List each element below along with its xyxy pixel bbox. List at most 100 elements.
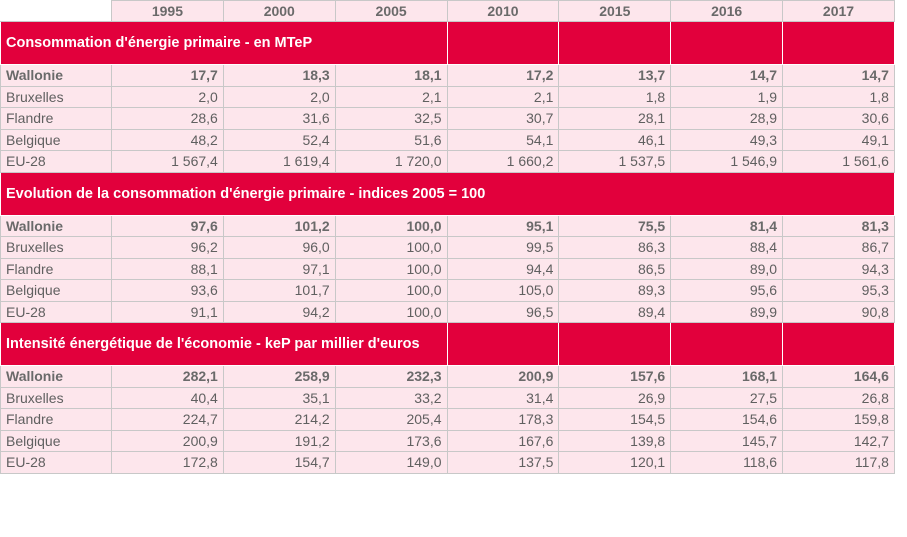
value-cell: 105,0	[446, 279, 560, 302]
section-header-cell	[670, 21, 784, 65]
value-cell: 1 660,2	[446, 150, 560, 173]
section-header-cell	[782, 322, 895, 366]
value-cell: 100,0	[334, 236, 448, 259]
value-cell: 139,8	[558, 429, 672, 452]
value-cell: 28,1	[558, 107, 672, 130]
value-cell: 214,2	[222, 408, 336, 431]
value-cell: 86,3	[558, 236, 672, 259]
section-title: Evolution de la consommation d'énergie p…	[0, 171, 895, 216]
row-label: Bruxelles	[0, 236, 112, 259]
section-header-row: Intensité énergétique de l'économie - ke…	[0, 322, 895, 366]
table-row: Flandre 28,6 31,6 32,5 30,7 28,1 28,9 30,6	[0, 107, 895, 130]
value-cell: 52,4	[222, 128, 336, 151]
value-cell: 224,7	[111, 408, 224, 431]
value-cell: 1 720,0	[334, 150, 448, 173]
value-cell: 137,5	[446, 451, 560, 474]
value-cell: 2,0	[222, 85, 336, 108]
value-cell: 154,7	[222, 451, 336, 474]
row-label: Flandre	[0, 408, 112, 431]
value-cell: 46,1	[558, 128, 672, 151]
value-cell: 91,1	[111, 300, 224, 323]
row-label: EU-28	[0, 300, 112, 323]
value-cell: 75,5	[558, 214, 672, 237]
value-cell: 100,0	[334, 257, 448, 280]
value-cell: 94,2	[222, 300, 336, 323]
table-row: Bruxelles 40,4 35,1 33,2 31,4 26,9 27,5 26,8	[0, 386, 895, 409]
year-header-cell: 2015	[558, 0, 672, 22]
value-cell: 96,2	[111, 236, 224, 259]
value-cell: 49,3	[670, 128, 784, 151]
value-cell: 1 561,6	[782, 150, 895, 173]
value-cell: 164,6	[782, 365, 895, 388]
value-cell: 17,7	[111, 64, 224, 87]
row-label: Flandre	[0, 257, 112, 280]
value-cell: 100,0	[334, 300, 448, 323]
table-body: 1995 2000 2005 2010 2015 2016 2017 Conso…	[0, 0, 895, 474]
energy-table: 1995 2000 2005 2010 2015 2016 2017 Conso…	[0, 0, 895, 474]
value-cell: 1 546,9	[670, 150, 784, 173]
value-cell: 28,9	[670, 107, 784, 130]
year-header-row: 1995 2000 2005 2010 2015 2016 2017	[0, 0, 895, 22]
value-cell: 26,9	[558, 386, 672, 409]
section-header-row: Consommation d'énergie primaire - en MTe…	[0, 21, 895, 65]
value-cell: 282,1	[111, 365, 224, 388]
value-cell: 97,6	[111, 214, 224, 237]
year-header-cell: 2010	[446, 0, 560, 22]
value-cell: 258,9	[222, 365, 336, 388]
value-cell: 93,6	[111, 279, 224, 302]
value-cell: 178,3	[446, 408, 560, 431]
value-cell: 95,1	[446, 214, 560, 237]
value-cell: 2,0	[111, 85, 224, 108]
value-cell: 81,4	[670, 214, 784, 237]
value-cell: 1 619,4	[222, 150, 336, 173]
value-cell: 173,6	[334, 429, 448, 452]
section-header-cell	[782, 21, 895, 65]
value-cell: 100,0	[334, 214, 448, 237]
value-cell: 120,1	[558, 451, 672, 474]
row-label: Belgique	[0, 279, 112, 302]
value-cell: 17,2	[446, 64, 560, 87]
value-cell: 31,6	[222, 107, 336, 130]
value-cell: 232,3	[334, 365, 448, 388]
value-cell: 157,6	[558, 365, 672, 388]
row-label: Belgique	[0, 429, 112, 452]
value-cell: 1 537,5	[558, 150, 672, 173]
value-cell: 88,4	[670, 236, 784, 259]
value-cell: 96,5	[446, 300, 560, 323]
table-row: Wallonie 282,1 258,9 232,3 200,9 157,6 168,1 16…	[0, 365, 895, 388]
value-cell: 159,8	[782, 408, 895, 431]
value-cell: 86,7	[782, 236, 895, 259]
value-cell: 89,9	[670, 300, 784, 323]
row-label: Bruxelles	[0, 386, 112, 409]
value-cell: 51,6	[334, 128, 448, 151]
value-cell: 1,8	[782, 85, 895, 108]
table-row: Flandre 88,1 97,1 100,0 94,4 86,5 89,0 94,3	[0, 257, 895, 280]
section-header-cell	[558, 21, 672, 65]
value-cell: 13,7	[558, 64, 672, 87]
section-header-cell	[558, 322, 672, 366]
value-cell: 90,8	[782, 300, 895, 323]
value-cell: 1,9	[670, 85, 784, 108]
value-cell: 40,4	[111, 386, 224, 409]
value-cell: 101,2	[222, 214, 336, 237]
value-cell: 200,9	[446, 365, 560, 388]
year-header-cell: 2017	[782, 0, 895, 22]
value-cell: 168,1	[670, 365, 784, 388]
value-cell: 172,8	[111, 451, 224, 474]
table-row: Bruxelles 2,0 2,0 2,1 2,1 1,8 1,9 1,8	[0, 85, 895, 108]
value-cell: 32,5	[334, 107, 448, 130]
value-cell: 154,6	[670, 408, 784, 431]
value-cell: 95,3	[782, 279, 895, 302]
value-cell: 18,3	[222, 64, 336, 87]
table-row: Belgique 93,6 101,7 100,0 105,0 89,3 95,6 95,3	[0, 279, 895, 302]
value-cell: 14,7	[670, 64, 784, 87]
row-label: Flandre	[0, 107, 112, 130]
row-label: EU-28	[0, 451, 112, 474]
value-cell: 88,1	[111, 257, 224, 280]
row-label: Bruxelles	[0, 85, 112, 108]
row-label: EU-28	[0, 150, 112, 173]
value-cell: 89,0	[670, 257, 784, 280]
row-label: Wallonie	[0, 64, 112, 87]
table-row: EU-28 1 567,4 1 619,4 1 720,0 1 660,2 1 537,5…	[0, 150, 895, 173]
table-row: Wallonie 97,6 101,2 100,0 95,1 75,5 81,4 81,3	[0, 214, 895, 237]
